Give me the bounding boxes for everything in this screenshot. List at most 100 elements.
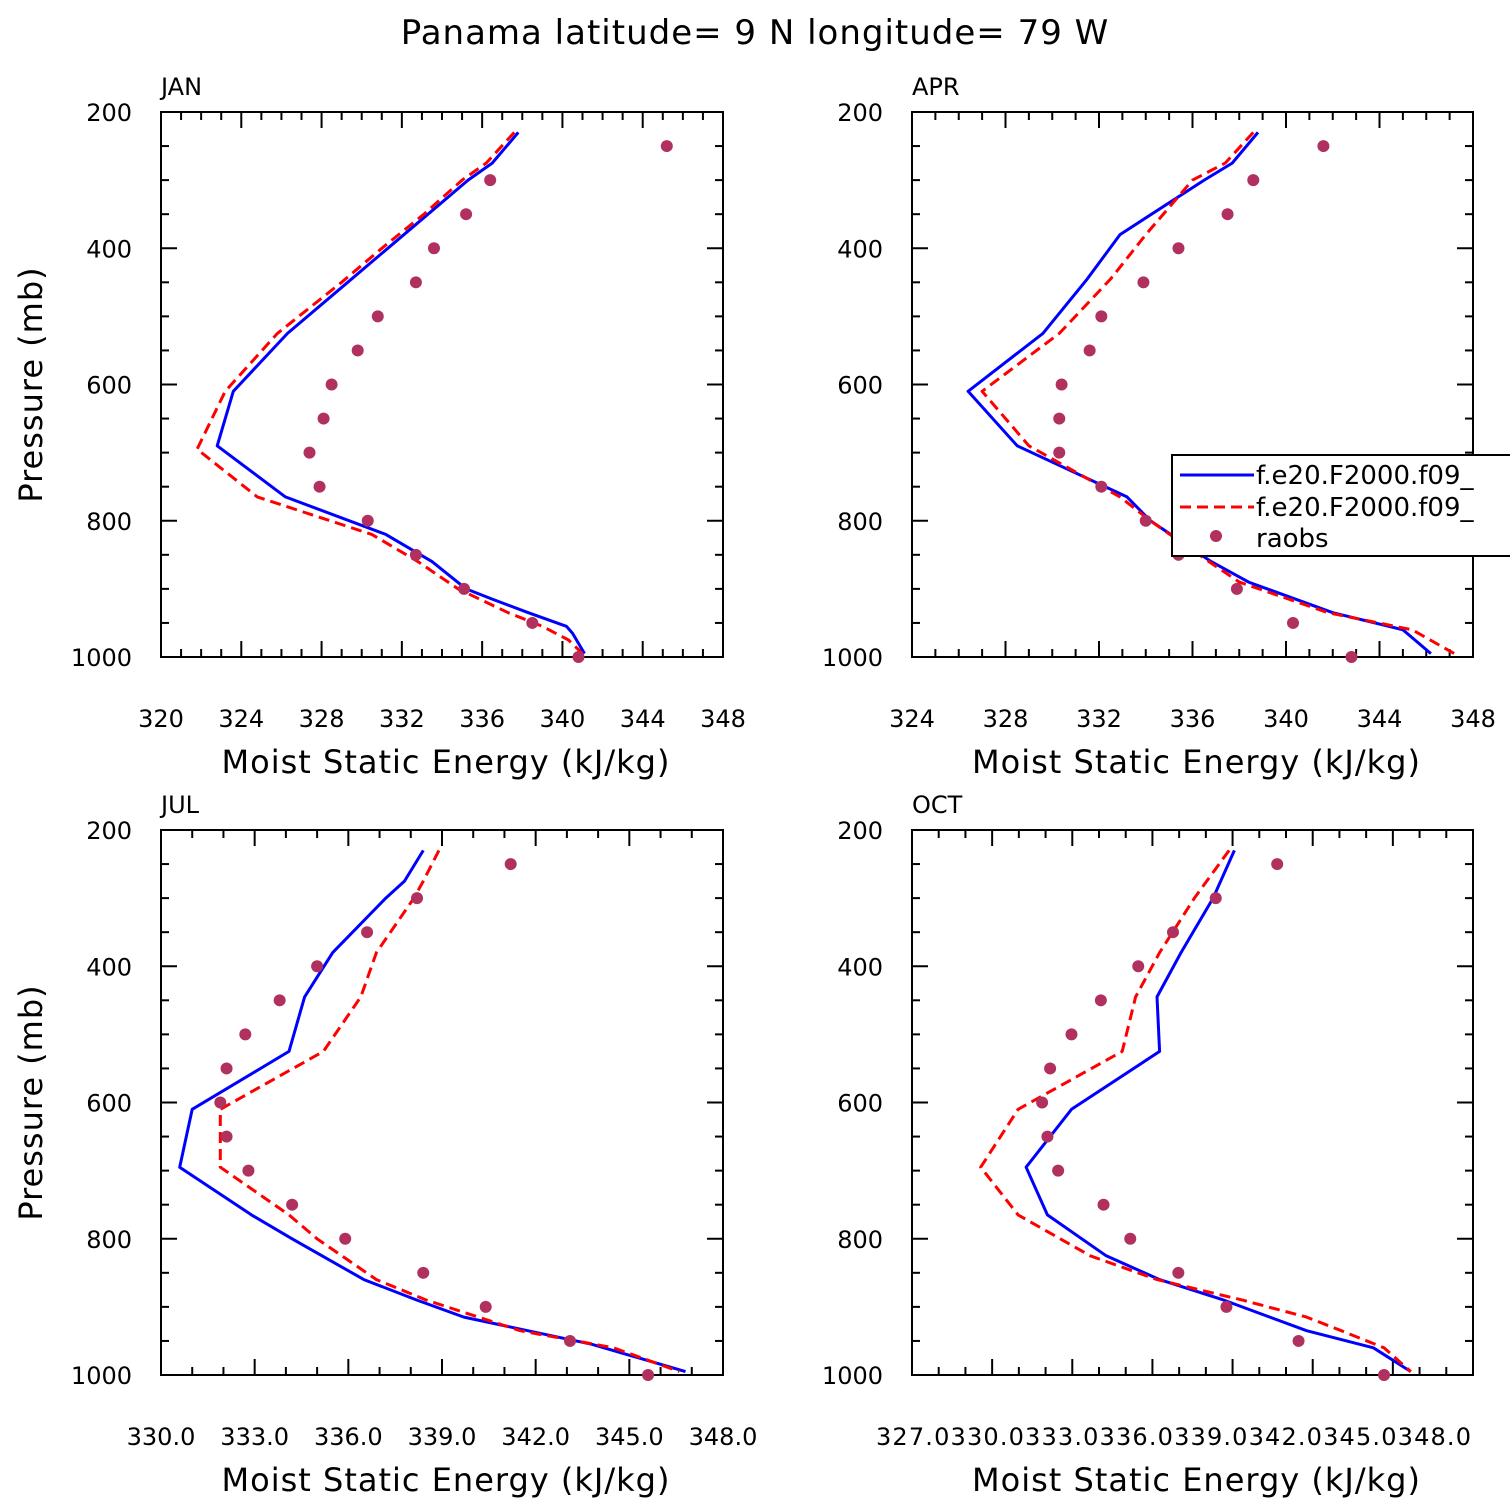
x-tick-label: 332: [1076, 705, 1122, 733]
y-tick-label: 1000: [822, 644, 883, 672]
panel-jul: JUL 200 400 600 800 1000 330.0 333.0 336.0 339.0 3…: [12, 791, 757, 1499]
raobs-point: [1044, 1062, 1057, 1075]
raobs-point: [220, 1130, 233, 1143]
series-line-model-1: [966, 131, 1432, 655]
raobs-point: [371, 310, 384, 323]
raobs-point: [572, 651, 585, 663]
figure-title: Panama latitude= 9 N longitude= 79 W: [401, 13, 1110, 53]
panel-label: JUL: [159, 791, 200, 819]
y-tick-label: 800: [86, 1226, 132, 1254]
raobs-point: [1083, 344, 1096, 357]
legend-label: raobs: [1256, 524, 1329, 554]
raobs-point: [1345, 651, 1358, 663]
raobs-point: [409, 548, 422, 561]
raobs-point: [239, 1028, 252, 1041]
raobs-point: [303, 446, 316, 459]
raobs-point: [504, 858, 517, 871]
y-axis-title: Pressure (mb): [12, 266, 50, 502]
raobs-point: [1172, 242, 1185, 255]
x-tick-label: 328: [299, 705, 345, 733]
raobs-point: [1052, 1164, 1065, 1177]
panel-label: JAN: [159, 73, 202, 101]
legend-label: f.e20.F2000.f09_: [1256, 493, 1474, 523]
panels: JAN 200 400 600 800 1000 320 324 328 332 336 340 344…: [12, 73, 1510, 1499]
x-tick-label: 336: [459, 705, 505, 733]
raobs-point: [1097, 1198, 1110, 1211]
y-tick-label: 800: [837, 508, 883, 536]
raobs-point: [409, 276, 422, 289]
raobs-point: [1172, 1266, 1185, 1279]
raobs-point: [361, 514, 374, 527]
raobs-point: [286, 1198, 299, 1211]
y-tick-label: 400: [837, 235, 883, 263]
raobs-point: [526, 616, 539, 629]
y-axis-title: Pressure (mb): [12, 984, 50, 1220]
series-line-model-2: [979, 849, 1412, 1373]
x-axis-title: Moist Static Energy (kJ/kg): [972, 1461, 1421, 1499]
y-tick-label: 400: [86, 235, 132, 263]
raobs-point: [1271, 858, 1284, 871]
y-tick-label: 400: [837, 953, 883, 981]
y-tick-label: 600: [86, 1090, 132, 1118]
plot-frame: [911, 111, 1474, 658]
raobs-point: [1041, 1130, 1054, 1143]
y-tick-label: 1000: [71, 644, 132, 672]
panel-label: OCT: [912, 791, 963, 819]
x-tick-label: 336: [1170, 705, 1216, 733]
raobs-point: [273, 994, 286, 1007]
raobs-point: [1053, 446, 1066, 459]
x-tick-label: 339.0: [408, 1423, 477, 1451]
series-line-model-2: [218, 849, 680, 1374]
y-tick-label: 200: [86, 99, 132, 127]
y-tick-label: 400: [86, 953, 132, 981]
raobs-point: [1287, 616, 1300, 629]
x-tick-label: 324: [218, 705, 264, 733]
raobs-point: [1292, 1334, 1305, 1347]
raobs-point: [479, 1300, 492, 1313]
raobs-point: [1221, 208, 1234, 221]
raobs-point: [1095, 480, 1108, 493]
panel-jan: JAN 200 400 600 800 1000 320 324 328 332 336 340 344…: [12, 73, 746, 781]
y-tick-label: 1000: [822, 1362, 883, 1390]
raobs-point: [427, 242, 440, 255]
raobs-point: [1317, 140, 1330, 153]
raobs-point: [313, 480, 326, 493]
raobs-point: [214, 1096, 227, 1109]
panel-label: APR: [912, 73, 960, 101]
raobs-point: [325, 378, 338, 391]
raobs-point: [1209, 892, 1222, 905]
raobs-point: [311, 960, 324, 973]
x-tick-labels: 327.0330.0333.0336.0339.0342.0345.0348.0: [876, 1423, 1471, 1451]
series-line-model-1: [215, 131, 586, 655]
y-tick-label: 600: [86, 372, 132, 400]
raobs-point: [1139, 514, 1152, 527]
y-tick-label: 1000: [71, 1362, 132, 1390]
raobs-point: [1095, 310, 1108, 323]
x-tick-label: 336.0: [314, 1423, 383, 1451]
raobs-point: [1230, 582, 1243, 595]
plot-frame: [160, 829, 724, 1376]
panel-oct: OCT 200 400 600 800 1000 327.0330.0333.0336.03…: [822, 791, 1474, 1499]
plot-frame: [911, 829, 1474, 1376]
raobs-point: [1247, 174, 1260, 187]
raobs-point: [411, 892, 424, 905]
series-line-model-2: [195, 131, 584, 655]
x-tick-label: 324: [889, 705, 935, 733]
y-tick-label: 200: [837, 99, 883, 127]
raobs-point: [642, 1369, 655, 1381]
y-tick-label: 200: [837, 817, 883, 845]
legend-label: f.e20.F2000.f09_: [1256, 461, 1474, 491]
x-tick-label: 345.0: [595, 1423, 664, 1451]
x-tick-label: 332: [379, 705, 425, 733]
legend-swatch-raobs: [1210, 530, 1222, 542]
y-tick-label: 600: [837, 372, 883, 400]
x-axis-title: Moist Static Energy (kJ/kg): [222, 743, 671, 781]
x-axis-title: Moist Static Energy (kJ/kg): [972, 743, 1421, 781]
raobs-point: [484, 174, 497, 187]
raobs-point: [317, 412, 330, 425]
raobs-point: [1065, 1028, 1078, 1041]
raobs-point: [1036, 1096, 1049, 1109]
raobs-point: [1053, 412, 1066, 425]
series-line-model-1: [1024, 849, 1412, 1373]
